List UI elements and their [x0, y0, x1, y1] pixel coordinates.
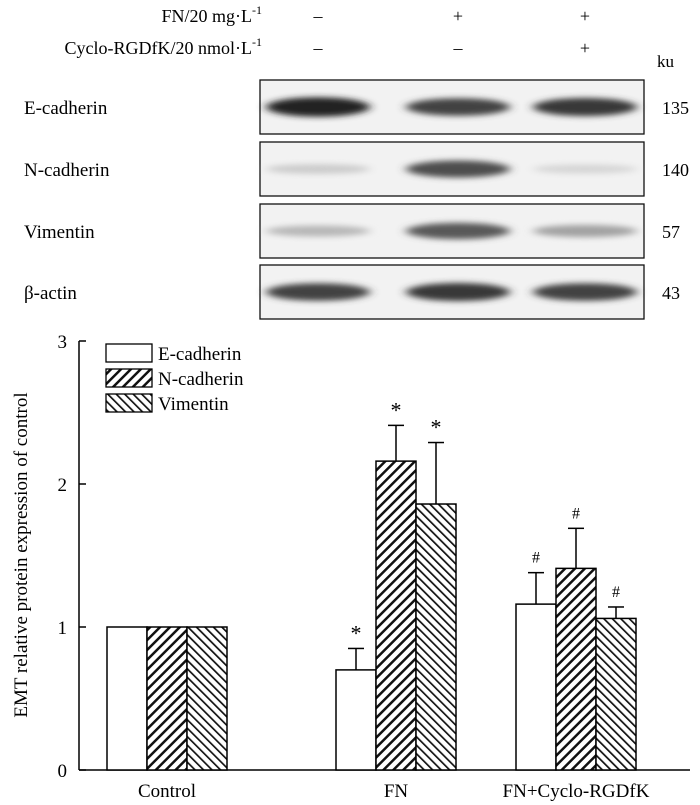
- x-tick-label: Control: [138, 781, 196, 802]
- western-blot-panel: FN/20 mg·L-1– + +Cyclo-RGDfK/20 nmol·L-1– –…: [24, 3, 689, 320]
- x-tick-label: FN: [384, 781, 409, 802]
- x-tick-label: FN+Cyclo-RGDfK: [503, 781, 650, 802]
- legend-swatch: [105, 393, 153, 413]
- legend-label: N-cadherin: [158, 369, 244, 390]
- treatment-header: FN/20 mg·L-1– + +Cyclo-RGDfK/20 nmol·L-1– –…: [65, 3, 591, 58]
- significance-mark: *: [391, 397, 402, 422]
- bar-e-cadherin: [515, 603, 557, 771]
- header-label-text: FN/20 mg·L: [161, 6, 252, 26]
- header-label-superscript: -1: [252, 3, 262, 17]
- bar-n-cadherin: [375, 460, 417, 771]
- blot-band: [266, 164, 370, 174]
- bar-n-cadherin: [555, 567, 597, 771]
- blot-row-n-cadherin: N-cadherin 140: [24, 141, 689, 197]
- bar-vimentin: [595, 617, 637, 771]
- y-tick-label: 3: [58, 332, 68, 353]
- blot-row-vimentin: Vimentin 57: [24, 203, 680, 259]
- header-label-0: FN/20 mg·L-1: [161, 3, 262, 26]
- molecular-weight-label: 43: [662, 283, 680, 303]
- significance-mark: *: [431, 415, 442, 440]
- legend-label: E-cadherin: [158, 344, 242, 365]
- blot-band: [406, 160, 510, 178]
- blot-band: [266, 283, 370, 301]
- bar-e-cadherin: [335, 669, 377, 771]
- blot-band: [266, 225, 370, 237]
- treatment-mark: –: [313, 38, 324, 58]
- legend-swatch: [105, 368, 153, 388]
- blot-band: [406, 222, 510, 240]
- blot-band: [266, 97, 370, 117]
- significance-mark: #: [572, 505, 580, 522]
- blot-band: [406, 282, 510, 302]
- blot-band: [406, 98, 510, 116]
- y-tick-label: 1: [58, 618, 68, 639]
- protein-label: Vimentin: [24, 222, 95, 243]
- treatment-mark: +: [580, 38, 590, 58]
- bar-e-cadherin: [106, 626, 148, 771]
- blot-band: [533, 224, 637, 238]
- treatment-mark: +: [580, 6, 590, 26]
- bar-n-cadherin: [146, 626, 188, 771]
- blot-band: [533, 164, 637, 174]
- unit-label: ku: [657, 52, 675, 71]
- legend-swatch: [105, 343, 153, 363]
- legend-label: Vimentin: [158, 394, 229, 415]
- header-label-text: Cyclo-RGDfK/20 nmol·L: [65, 38, 252, 58]
- blot-rows: E-cadherin 135 N-cadherin 140 Vimentin 57 β-ac…: [24, 79, 689, 320]
- blot-row-e-cadherin: E-cadherin 135: [24, 79, 689, 135]
- bar-vimentin: [186, 626, 228, 771]
- x-tick-labels: Control FN FN+Cyclo-RGDfK: [138, 781, 650, 802]
- protein-label: E-cadherin: [24, 98, 108, 119]
- treatment-mark: +: [453, 6, 463, 26]
- significance-mark: *: [351, 620, 362, 645]
- bar-vimentin: [415, 503, 457, 771]
- molecular-weight-label: 57: [662, 222, 680, 242]
- significance-mark: #: [612, 584, 620, 601]
- bar-chart: EMT relative protein expression of contr…: [11, 332, 690, 802]
- significance-mark: #: [532, 550, 540, 567]
- legend: E-cadherin N-cadherin Vimentin: [105, 343, 244, 415]
- y-tick-label: 2: [58, 475, 68, 496]
- header-label-superscript: -1: [252, 35, 262, 49]
- protein-label: N-cadherin: [24, 160, 110, 181]
- y-tick-label: 0: [58, 761, 68, 782]
- blot-band: [533, 283, 637, 301]
- molecular-weight-label: 140: [662, 160, 689, 180]
- y-axis-label: EMT relative protein expression of contr…: [11, 392, 32, 717]
- treatment-mark: –: [313, 6, 324, 26]
- blot-row--actin: β-actin 43: [24, 264, 680, 320]
- treatment-mark: –: [453, 38, 464, 58]
- protein-label: β-actin: [24, 283, 77, 304]
- header-label-1: Cyclo-RGDfK/20 nmol·L-1: [65, 35, 262, 58]
- blot-band: [533, 97, 637, 117]
- molecular-weight-label: 135: [662, 98, 689, 118]
- bars: * * * # # #: [106, 397, 637, 771]
